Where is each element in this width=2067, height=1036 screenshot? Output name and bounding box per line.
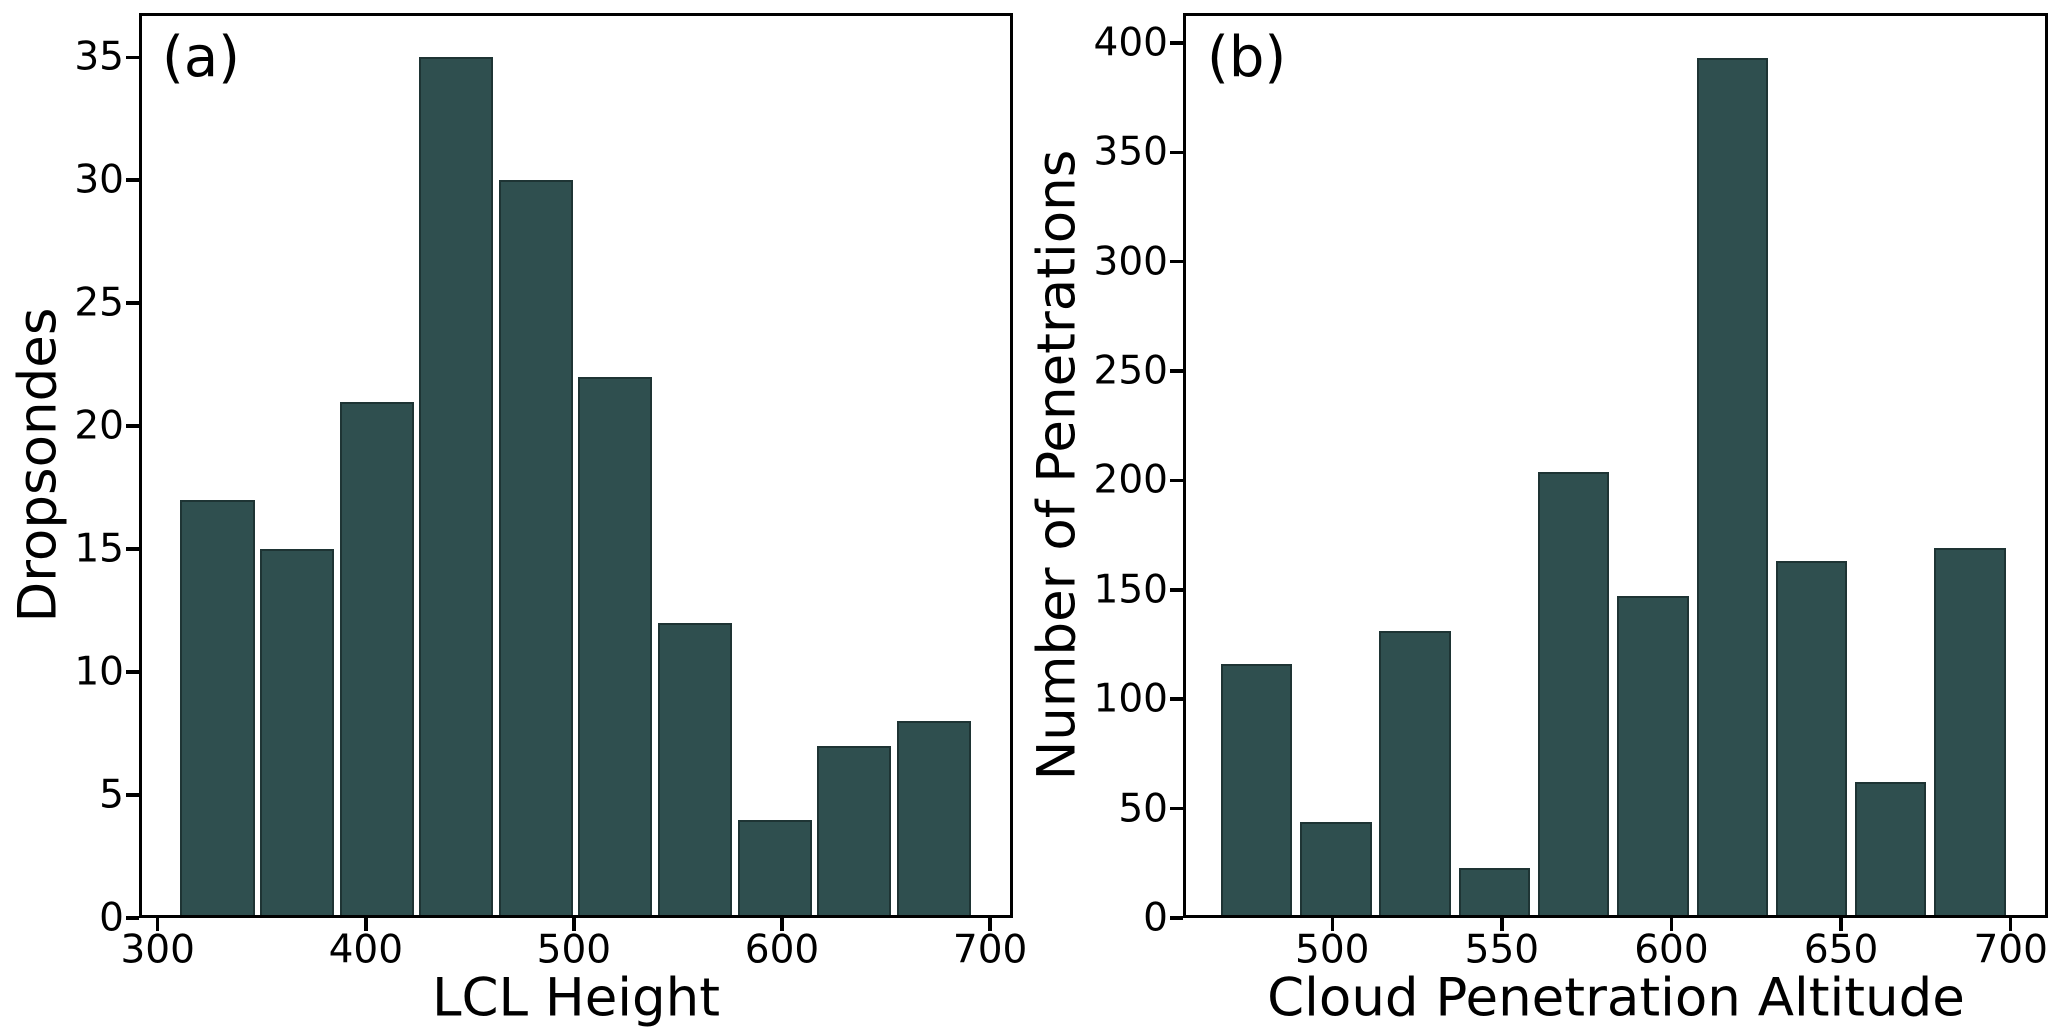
y-tick-mark [1170,259,1183,264]
y-tick-label: 300 [1093,239,1168,285]
x-tick-mark [364,918,368,931]
histogram-bar [737,819,812,918]
histogram-bar [1537,471,1610,918]
x-tick-mark [1500,918,1504,931]
histogram-bar [578,376,653,918]
y-tick-mark [1170,916,1183,920]
y-tick-mark [126,547,139,551]
panel-b-label: (b) [1207,25,1287,90]
x-tick-label: 400 [328,927,404,973]
panel-a-x-axis-label: LCL Height [431,967,721,1029]
y-tick-mark [1170,588,1183,592]
histogram-bar [260,549,335,918]
x-tick-mark [1330,918,1334,931]
x-tick-label: 650 [1803,927,1879,973]
y-tick-label: 20 [74,403,124,449]
histogram-bar [658,622,733,918]
histogram-bar [1300,821,1372,918]
x-tick-mark [988,918,992,931]
y-tick-mark [126,916,139,920]
y-tick-mark [126,670,139,674]
y-tick-label: 150 [1093,567,1168,613]
y-tick-mark [126,55,139,60]
panel-b-x-axis-label: Cloud Penetration Altitude [1267,967,1965,1029]
histogram-bar [180,499,255,918]
histogram-bar [1855,782,1927,918]
y-tick-label: 0 [99,895,124,941]
histogram-bar [1775,561,1848,918]
x-tick-mark [155,918,160,931]
y-tick-label: 250 [1093,348,1168,394]
histogram-bar [339,401,414,918]
x-tick-label: 600 [744,927,820,973]
y-tick-mark [1170,369,1183,373]
histogram-bar [1458,867,1531,918]
y-tick-label: 30 [74,157,124,203]
y-tick-label: 400 [1093,20,1168,66]
y-tick-mark [1170,478,1183,483]
x-tick-mark [1839,918,1843,931]
histogram-bar [1617,596,1689,918]
histogram-bar [1934,548,2006,918]
y-tick-label: 35 [74,34,124,80]
histogram-bar [498,180,573,918]
x-tick-label: 700 [1973,927,2048,973]
y-tick-label: 25 [74,280,124,326]
y-tick-label: 50 [1118,786,1168,832]
histogram-bar [419,57,494,918]
panel-a-label: (a) [162,25,241,90]
y-tick-mark [1170,697,1183,701]
y-tick-mark [126,178,139,182]
histogram-bar [1220,664,1293,918]
y-tick-label: 15 [74,526,124,572]
y-tick-mark [126,793,139,797]
histogram-bar [1696,58,1768,918]
y-tick-mark [1170,41,1183,45]
y-tick-mark [1170,150,1183,155]
y-tick-label: 200 [1093,457,1168,503]
x-tick-label: 500 [536,927,612,973]
panel-a-y-axis-label: Dropsondes [7,307,69,623]
y-tick-label: 5 [99,772,124,818]
x-tick-mark [572,918,576,931]
y-tick-mark [126,301,139,305]
histogram-bar [1379,631,1451,918]
y-tick-mark [1170,806,1183,811]
y-tick-label: 100 [1093,676,1168,722]
histogram-bar [896,721,971,918]
y-tick-label: 350 [1093,129,1168,175]
x-tick-label: 700 [952,927,1028,973]
x-tick-label: 550 [1464,927,1540,973]
x-tick-label: 600 [1634,927,1709,973]
y-tick-mark [126,424,139,428]
x-tick-mark [1669,918,1674,931]
x-tick-label: 300 [120,927,195,973]
x-tick-label: 500 [1295,927,1370,973]
y-tick-label: 10 [74,649,124,695]
y-tick-label: 0 [1143,895,1168,941]
x-tick-mark [780,918,784,931]
x-tick-mark [2008,918,2013,931]
histogram-bar [817,745,892,918]
